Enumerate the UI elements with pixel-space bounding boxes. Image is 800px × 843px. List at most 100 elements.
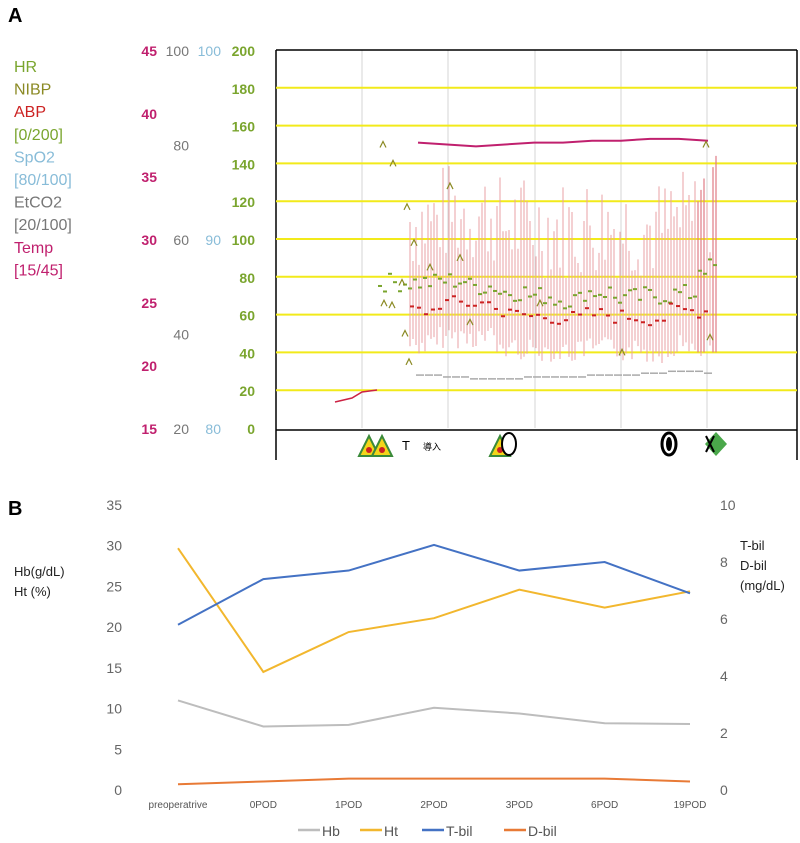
right-axis-label-tbil: T-bil: [740, 538, 765, 553]
tick-EtCO2-40: 40: [173, 327, 189, 343]
series-t-bil-line: [177, 543, 691, 626]
nibp-mark-12: [466, 317, 474, 326]
tick-Temp-45: 45: [141, 43, 157, 59]
panel-b-legend: Hb Ht T-bil D-bil: [298, 823, 557, 839]
legend-label-d-bil: D-bil: [528, 823, 557, 839]
left-tick-20: 20: [106, 619, 122, 635]
tick-Temp-25: 25: [141, 295, 157, 311]
legend-entry-5: [80/100]: [14, 172, 72, 189]
nibp-mark-15: [702, 140, 710, 148]
category-label-6: 19POD: [674, 800, 707, 811]
tick-Temp-20: 20: [141, 358, 157, 374]
series-etco2-marks: [416, 370, 712, 380]
event-icon-2: [370, 433, 394, 457]
legend-entry-8: Temp: [14, 240, 53, 257]
nibp-mark-4: [398, 278, 406, 286]
tick-HR/NIBP/ABP-60: 60: [239, 308, 255, 324]
series-hr-marks: [378, 258, 717, 310]
nibp-mark-7: [401, 329, 409, 337]
tick-HR/NIBP/ABP-20: 20: [239, 383, 255, 399]
nibp-mark-16: [706, 332, 714, 341]
series-temp-early: [334, 389, 378, 403]
panel-b-plot: [177, 543, 691, 786]
legend-label-t-bil: T-bil: [446, 823, 472, 839]
right-tick-0: 0: [720, 782, 728, 798]
legend-entry-2: ABP: [14, 104, 46, 121]
nibp-mark-5: [380, 298, 388, 307]
panel-a-label: A: [8, 5, 22, 27]
right-axis-label-dbil: D-bil: [740, 558, 767, 573]
tick-Temp-15: 15: [141, 421, 157, 437]
left-tick-10: 10: [106, 701, 122, 717]
category-label-3: 2POD: [420, 800, 447, 811]
legend-entry-4: SpO2: [14, 149, 55, 166]
legend-entry-3: [0/200]: [14, 127, 63, 144]
event-icon-1-dot: [366, 447, 372, 453]
left-axis-label-hb: Hb(g/dL): [14, 564, 65, 579]
tick-HR/NIBP/ABP-40: 40: [239, 345, 255, 361]
left-tick-5: 5: [114, 741, 122, 757]
nibp-mark-13: [536, 298, 544, 307]
left-axis-label-ht: Ht (%): [14, 584, 51, 599]
category-label-4: 3POD: [506, 800, 533, 811]
nibp-mark-14: [618, 348, 626, 356]
tick-EtCO2-100: 100: [166, 43, 190, 59]
right-axis-label-unit: (mg/dL): [740, 578, 785, 593]
event-icon-4: [501, 432, 517, 456]
left-tick-25: 25: [106, 578, 122, 594]
legend-entry-9: [15/45]: [14, 262, 63, 279]
tick-HR/NIBP/ABP-180: 180: [232, 81, 256, 97]
nibp-mark-6: [388, 300, 396, 309]
nibp-mark-11: [426, 263, 434, 271]
panel-a-anesthesia-chart: HR NIBP ABP [0/200] SpO2 [80/100] EtCO2 [20/100…: [14, 43, 798, 460]
left-tick-15: 15: [106, 660, 122, 676]
tick-Temp-30: 30: [141, 232, 157, 248]
legend-entry-1: NIBP: [14, 82, 51, 99]
legend-entry-0: HR: [14, 59, 37, 76]
tick-SpO2-100: 100: [198, 43, 222, 59]
series-abp-bars: [409, 155, 717, 363]
tick-Temp-35: 35: [141, 169, 157, 185]
tick-SpO2-80: 80: [205, 421, 221, 437]
tick-EtCO2-80: 80: [173, 138, 189, 154]
left-tick-35: 35: [106, 497, 122, 513]
left-tick-0: 0: [114, 782, 122, 798]
panel-b-label: B: [8, 498, 22, 520]
tick-EtCO2-20: 20: [173, 421, 189, 437]
series-ht-line: [177, 547, 691, 674]
series-abp-mean-marks: [410, 295, 708, 327]
nibp-mark-3: [410, 238, 418, 247]
nibp-mark-1: [389, 159, 397, 167]
legend-label-ht: Ht: [384, 823, 398, 839]
event-icon-6: [705, 432, 727, 456]
category-label-5: 6POD: [591, 800, 618, 811]
tick-HR/NIBP/ABP-0: 0: [247, 421, 255, 437]
right-tick-4: 4: [720, 668, 728, 684]
panel-a-legend: HR NIBP ABP [0/200] SpO2 [80/100] EtCO2 [20/100…: [14, 59, 72, 279]
series-d-bil-line: [177, 777, 691, 786]
event-icon-3-dot: [497, 447, 503, 453]
nibp-mark-9: [446, 181, 454, 190]
event-label-t: T: [402, 438, 410, 453]
event-icon-6-cross-b: [705, 435, 715, 453]
tick-HR/NIBP/ABP-160: 160: [232, 119, 256, 135]
series-temp-line: [417, 137, 709, 148]
tick-HR/NIBP/ABP-140: 140: [232, 156, 256, 172]
event-icon-2-dot: [379, 447, 385, 453]
tick-EtCO2-60: 60: [173, 232, 189, 248]
category-label-1: 0POD: [250, 800, 277, 811]
event-label-induction: 導入: [423, 441, 441, 452]
panel-b-lab-chart: Hb(g/dL) Ht (%) T-bil D-bil (mg/dL) 0 5 10…: [14, 497, 785, 839]
panel-a-plot: [334, 137, 717, 403]
tick-Temp-40: 40: [141, 106, 157, 122]
event-icon-5-center: [666, 437, 672, 451]
panel-a-events: T 導入: [357, 431, 727, 457]
tick-HR/NIBP/ABP-200: 200: [232, 43, 256, 59]
right-tick-8: 8: [720, 554, 728, 570]
panel-b-axes: 0 5 10 15 20 25 30 35 0 2 4 6 8 10 preoperatrive 0POD 1P…: [106, 497, 735, 811]
nibp-mark-0: [379, 140, 387, 148]
tick-HR/NIBP/ABP-80: 80: [239, 270, 255, 286]
category-label-2: 1POD: [335, 800, 362, 811]
legend-entry-6: EtCO2: [14, 195, 62, 212]
